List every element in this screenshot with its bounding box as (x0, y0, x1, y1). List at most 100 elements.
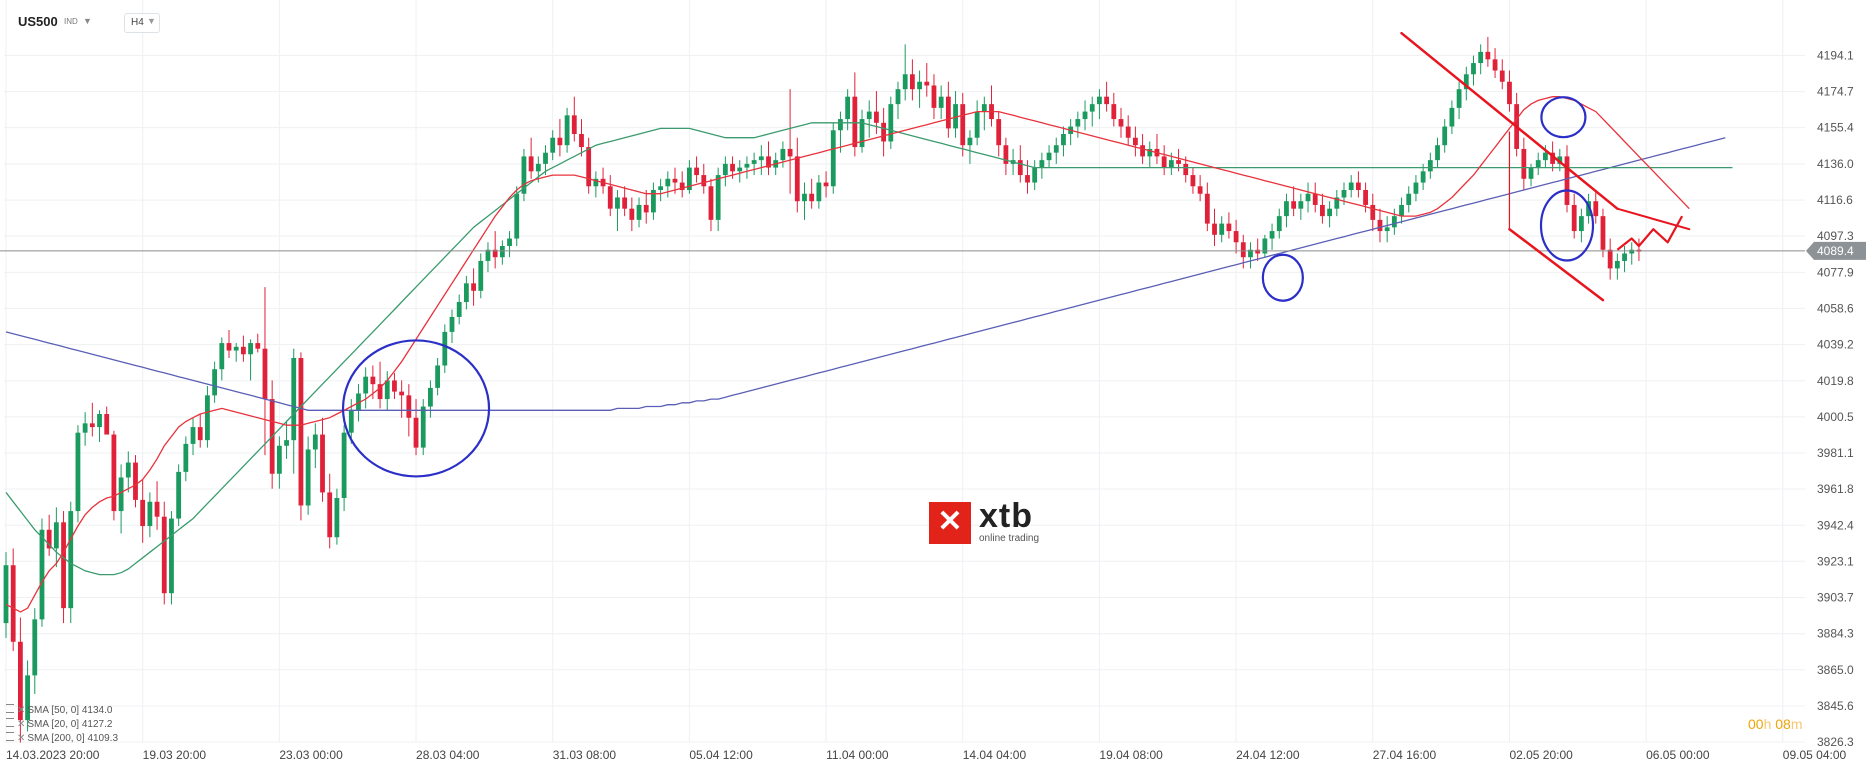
candle-body (514, 193, 520, 239)
candle-body (140, 499, 146, 527)
candle-countdown: 00h 08m (1748, 716, 1803, 732)
instrument-symbol[interactable]: US500 (18, 14, 58, 29)
candle-body (1248, 249, 1253, 258)
countdown-hours: 00 (1748, 716, 1764, 732)
candle-body (240, 346, 246, 355)
candle-body (859, 119, 865, 148)
candle-body (176, 471, 182, 519)
candle-body (967, 137, 973, 146)
candle-body (1269, 231, 1275, 239)
candle-body (1391, 216, 1397, 228)
projected-path-line (1616, 215, 1684, 251)
candle-body (1334, 197, 1340, 209)
candle-body (1341, 190, 1347, 198)
candle-body (730, 163, 735, 172)
close-icon[interactable]: ✕ (17, 733, 26, 744)
candle-body (226, 343, 232, 351)
candle-body (334, 498, 340, 538)
candle-body (679, 182, 685, 191)
candle-body (111, 434, 117, 512)
timeframe-select[interactable]: H4 ▼ (124, 13, 160, 33)
candle-body (751, 160, 757, 164)
candle-body (615, 197, 620, 209)
candle-body (794, 156, 800, 202)
candle-body (528, 156, 534, 172)
candle-body (312, 434, 318, 450)
candle-body (1032, 167, 1038, 183)
candle-body (1507, 81, 1512, 105)
indicator-row-sma200[interactable]: ✕ SMA [200, 0] 4109.3 (6, 732, 118, 746)
y-tick-label: 4155.4 (1817, 121, 1854, 135)
candle-body (996, 119, 1002, 146)
candle-body (276, 445, 282, 474)
indicator-row-sma20[interactable]: ✕ SMA [20, 0] 4127.2 (6, 718, 118, 732)
candle-body (586, 147, 592, 187)
y-tick-label: 3865.0 (1817, 663, 1854, 677)
candle-body (1578, 216, 1584, 232)
y-tick-label: 3923.1 (1817, 554, 1854, 568)
candle-body (931, 85, 937, 108)
candle-body (902, 74, 908, 90)
candle-body (1607, 249, 1613, 269)
candle-body (197, 427, 203, 441)
candle-body (1456, 89, 1462, 108)
annotation-circle (1539, 189, 1595, 262)
candle-body (183, 443, 189, 472)
candle-body (61, 522, 66, 609)
settings-icon[interactable] (6, 704, 14, 713)
candle-body (737, 167, 743, 172)
candle-body (636, 204, 642, 220)
candle-body (521, 156, 527, 194)
candle-body (823, 182, 829, 187)
candle-body (53, 522, 59, 549)
close-icon[interactable]: ✕ (17, 705, 26, 716)
candle-body (507, 238, 512, 247)
x-tick-label: 28.03 04:00 (416, 748, 480, 762)
y-tick-label: 3826.3 (1817, 735, 1854, 749)
candle-body (125, 462, 131, 478)
candle-body (97, 414, 102, 428)
candle-body (1485, 51, 1491, 60)
candle-body (1147, 148, 1153, 157)
y-tick-label: 4194.1 (1817, 48, 1854, 62)
candle-body (651, 190, 656, 213)
candle-body (1118, 119, 1124, 127)
candle-body (1557, 156, 1563, 164)
candle-body (1622, 253, 1627, 261)
candle-body (262, 348, 268, 400)
candle-body (571, 115, 577, 135)
candle-body (722, 163, 728, 176)
indicator-legend: ✕ SMA [50, 0] 4134.0 ✕ SMA [20, 0] 4127.2 … (6, 704, 118, 746)
candle-body (1384, 227, 1390, 232)
countdown-minutes: 08 (1775, 716, 1791, 732)
logo-tagline: online trading (979, 533, 1040, 544)
candle-body (305, 449, 311, 506)
indicator-value: 4109.3 (87, 733, 119, 744)
candle-body (1435, 145, 1440, 161)
candle-body (715, 175, 721, 220)
settings-icon[interactable] (6, 718, 14, 727)
candle-body (399, 391, 405, 396)
candle-body (758, 156, 764, 161)
instrument-dropdown-icon[interactable]: ▼ (83, 16, 92, 26)
settings-icon[interactable] (6, 732, 14, 741)
candle-body (442, 331, 448, 366)
candle-body (830, 130, 836, 187)
indicator-value: 4127.2 (81, 719, 113, 730)
sma20-line (5, 96, 1690, 613)
candle-body (1406, 193, 1412, 205)
candle-body (1399, 204, 1404, 217)
candle-body (17, 641, 23, 721)
candle-body (284, 440, 289, 446)
candle-body (1226, 223, 1232, 232)
candle-body (701, 175, 707, 187)
candle-body (1413, 182, 1419, 194)
y-tick-label: 3942.4 (1817, 518, 1854, 532)
candle-body (190, 427, 196, 444)
countdown-minutes-unit: m (1790, 716, 1803, 732)
close-icon[interactable]: ✕ (17, 719, 26, 730)
indicator-row-sma50[interactable]: ✕ SMA [50, 0] 4134.0 (6, 704, 118, 718)
candle-body (665, 178, 671, 187)
